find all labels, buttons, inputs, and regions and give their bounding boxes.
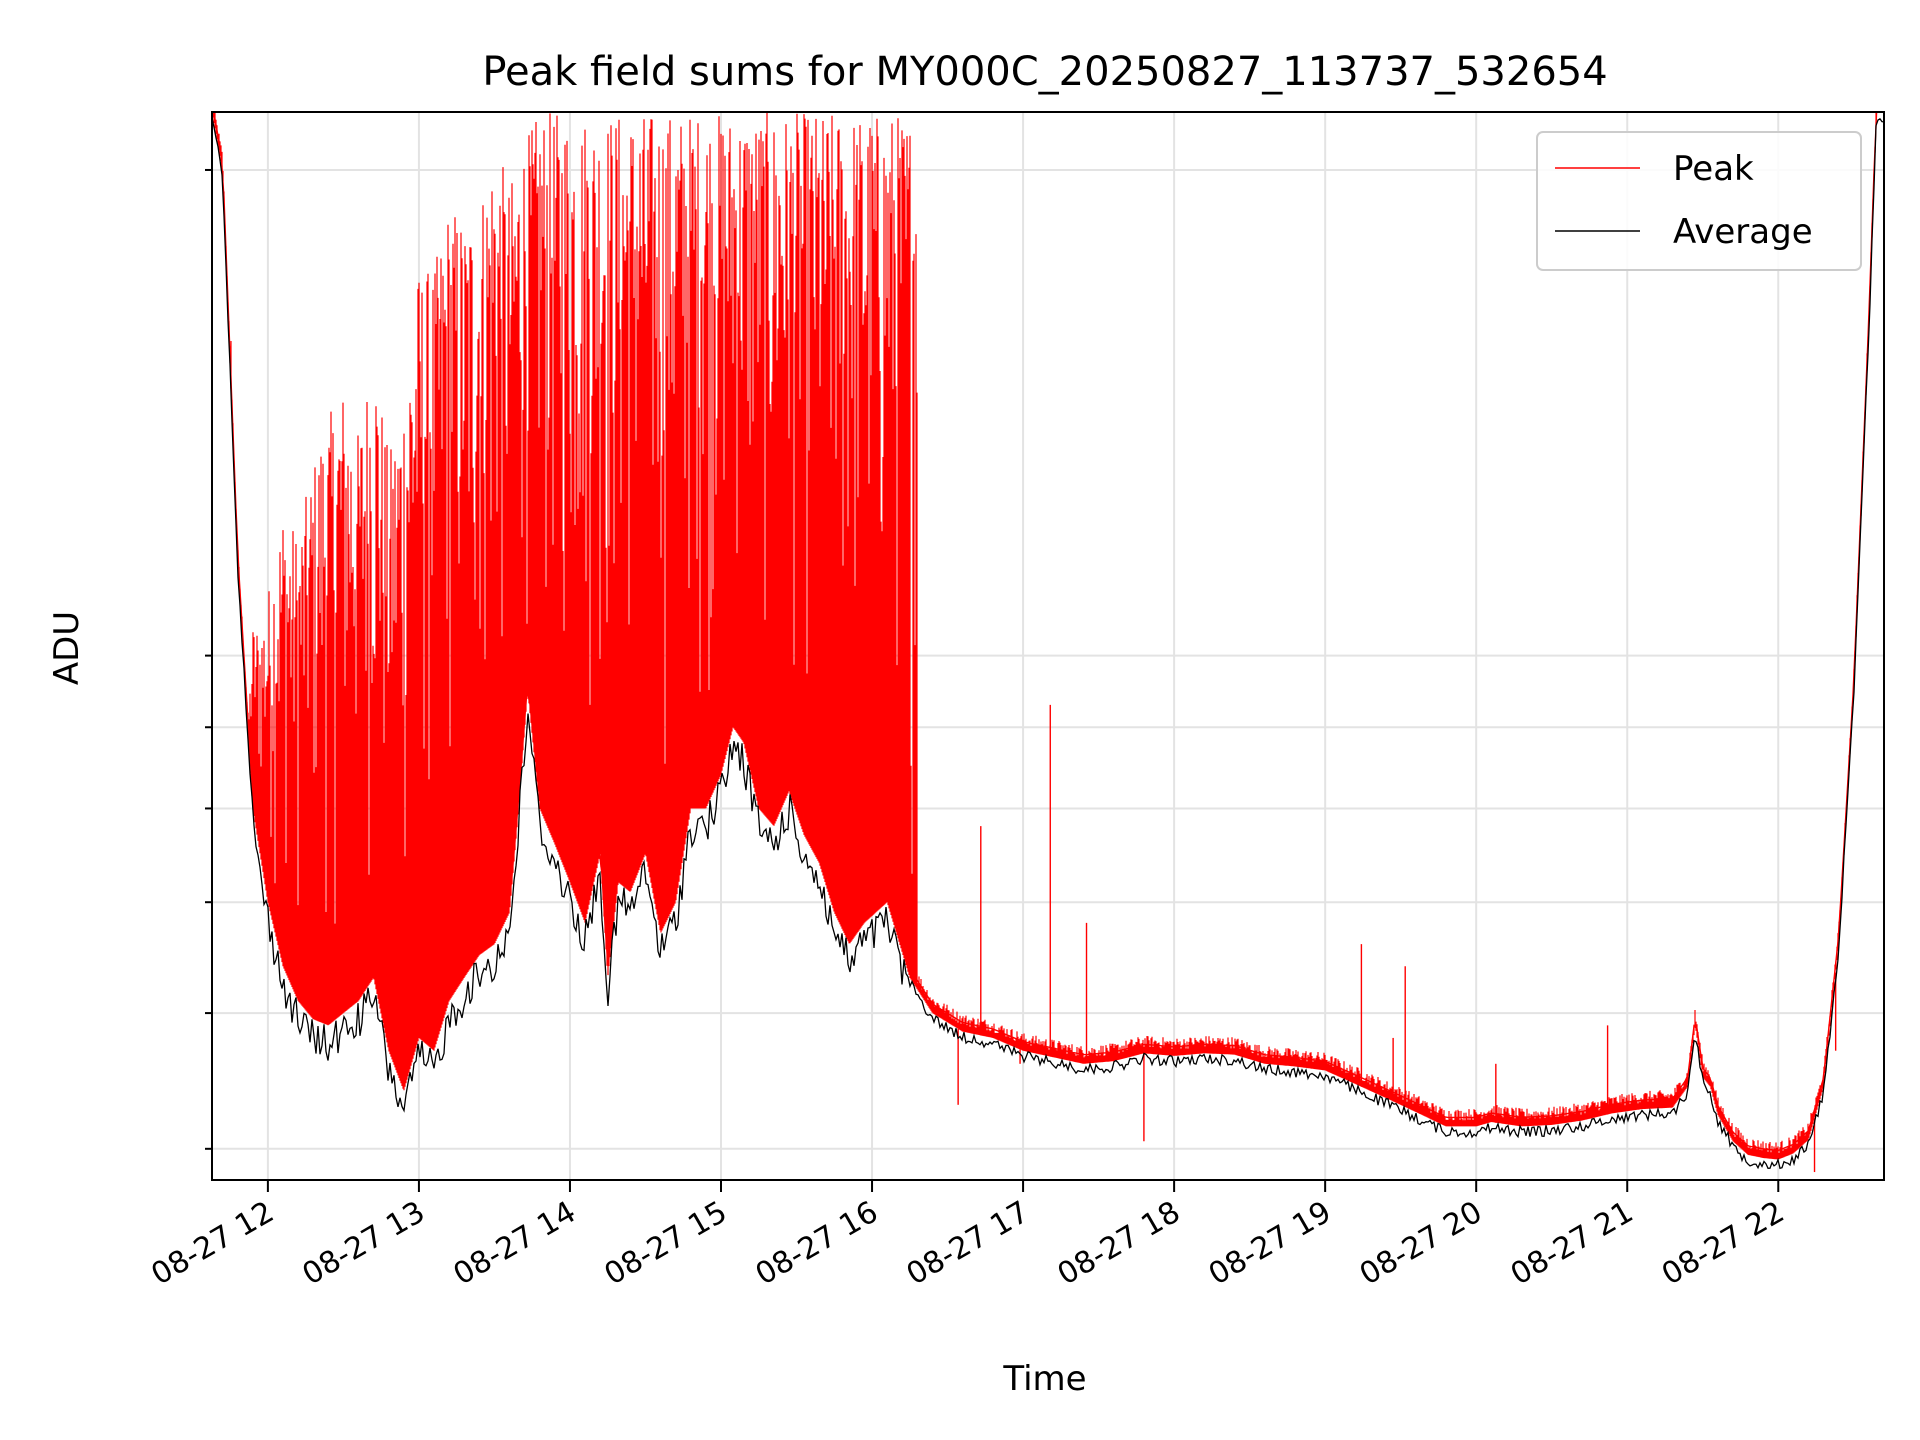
- x-axis-label: Time: [1002, 1359, 1086, 1399]
- legend: Peak Average: [1536, 131, 1862, 271]
- peak-series-line: [212, 112, 1878, 1152]
- y-axis-label: ADU: [47, 611, 87, 685]
- legend-average-label: Average: [1673, 212, 1813, 252]
- legend-peak-label: Peak: [1673, 149, 1754, 189]
- average-series-line: [212, 117, 1884, 1170]
- plot-data: [212, 112, 1884, 1173]
- plot-frame: [211, 111, 1885, 1181]
- legend-box: [1536, 131, 1862, 271]
- chart-title: Peak field sums for MY000C_20250827_1137…: [482, 49, 1607, 95]
- y-axis: [205, 168, 212, 1150]
